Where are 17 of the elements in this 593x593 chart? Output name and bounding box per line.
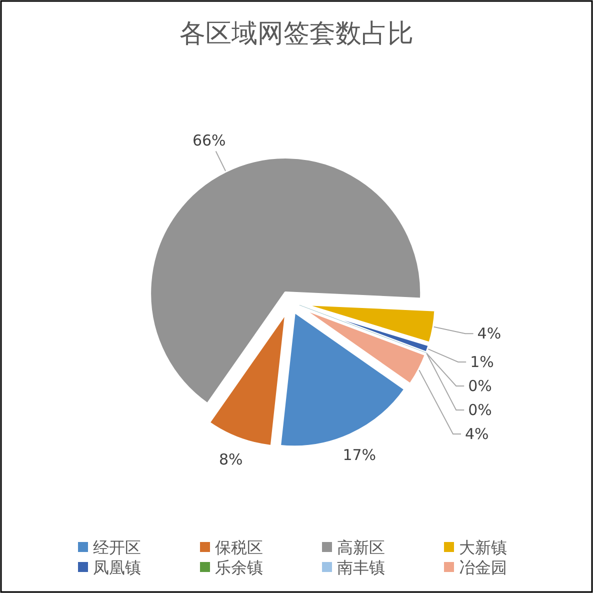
legend-label: 高新区 [337,538,385,557]
legend-label: 南丰镇 [337,558,385,577]
chart-title: 各区域网签套数占比 [180,19,414,49]
legend-label: 保税区 [215,538,263,557]
data-label: 8% [218,450,243,468]
data-label: 4% [477,324,502,343]
data-label: 17% [342,446,376,464]
text: 0% [468,376,492,395]
data-label: 66% [192,131,226,150]
legend-label: 乐余镇 [215,558,263,577]
text: 0% [468,400,492,419]
legend-label: 大新镇 [459,538,507,557]
data-label: 4% [465,424,489,443]
legend-label: 冶金园 [459,558,507,577]
legend-label: 凤凰镇 [93,558,141,577]
legend-label: 经开区 [93,538,141,557]
data-label: 1% [470,352,494,371]
